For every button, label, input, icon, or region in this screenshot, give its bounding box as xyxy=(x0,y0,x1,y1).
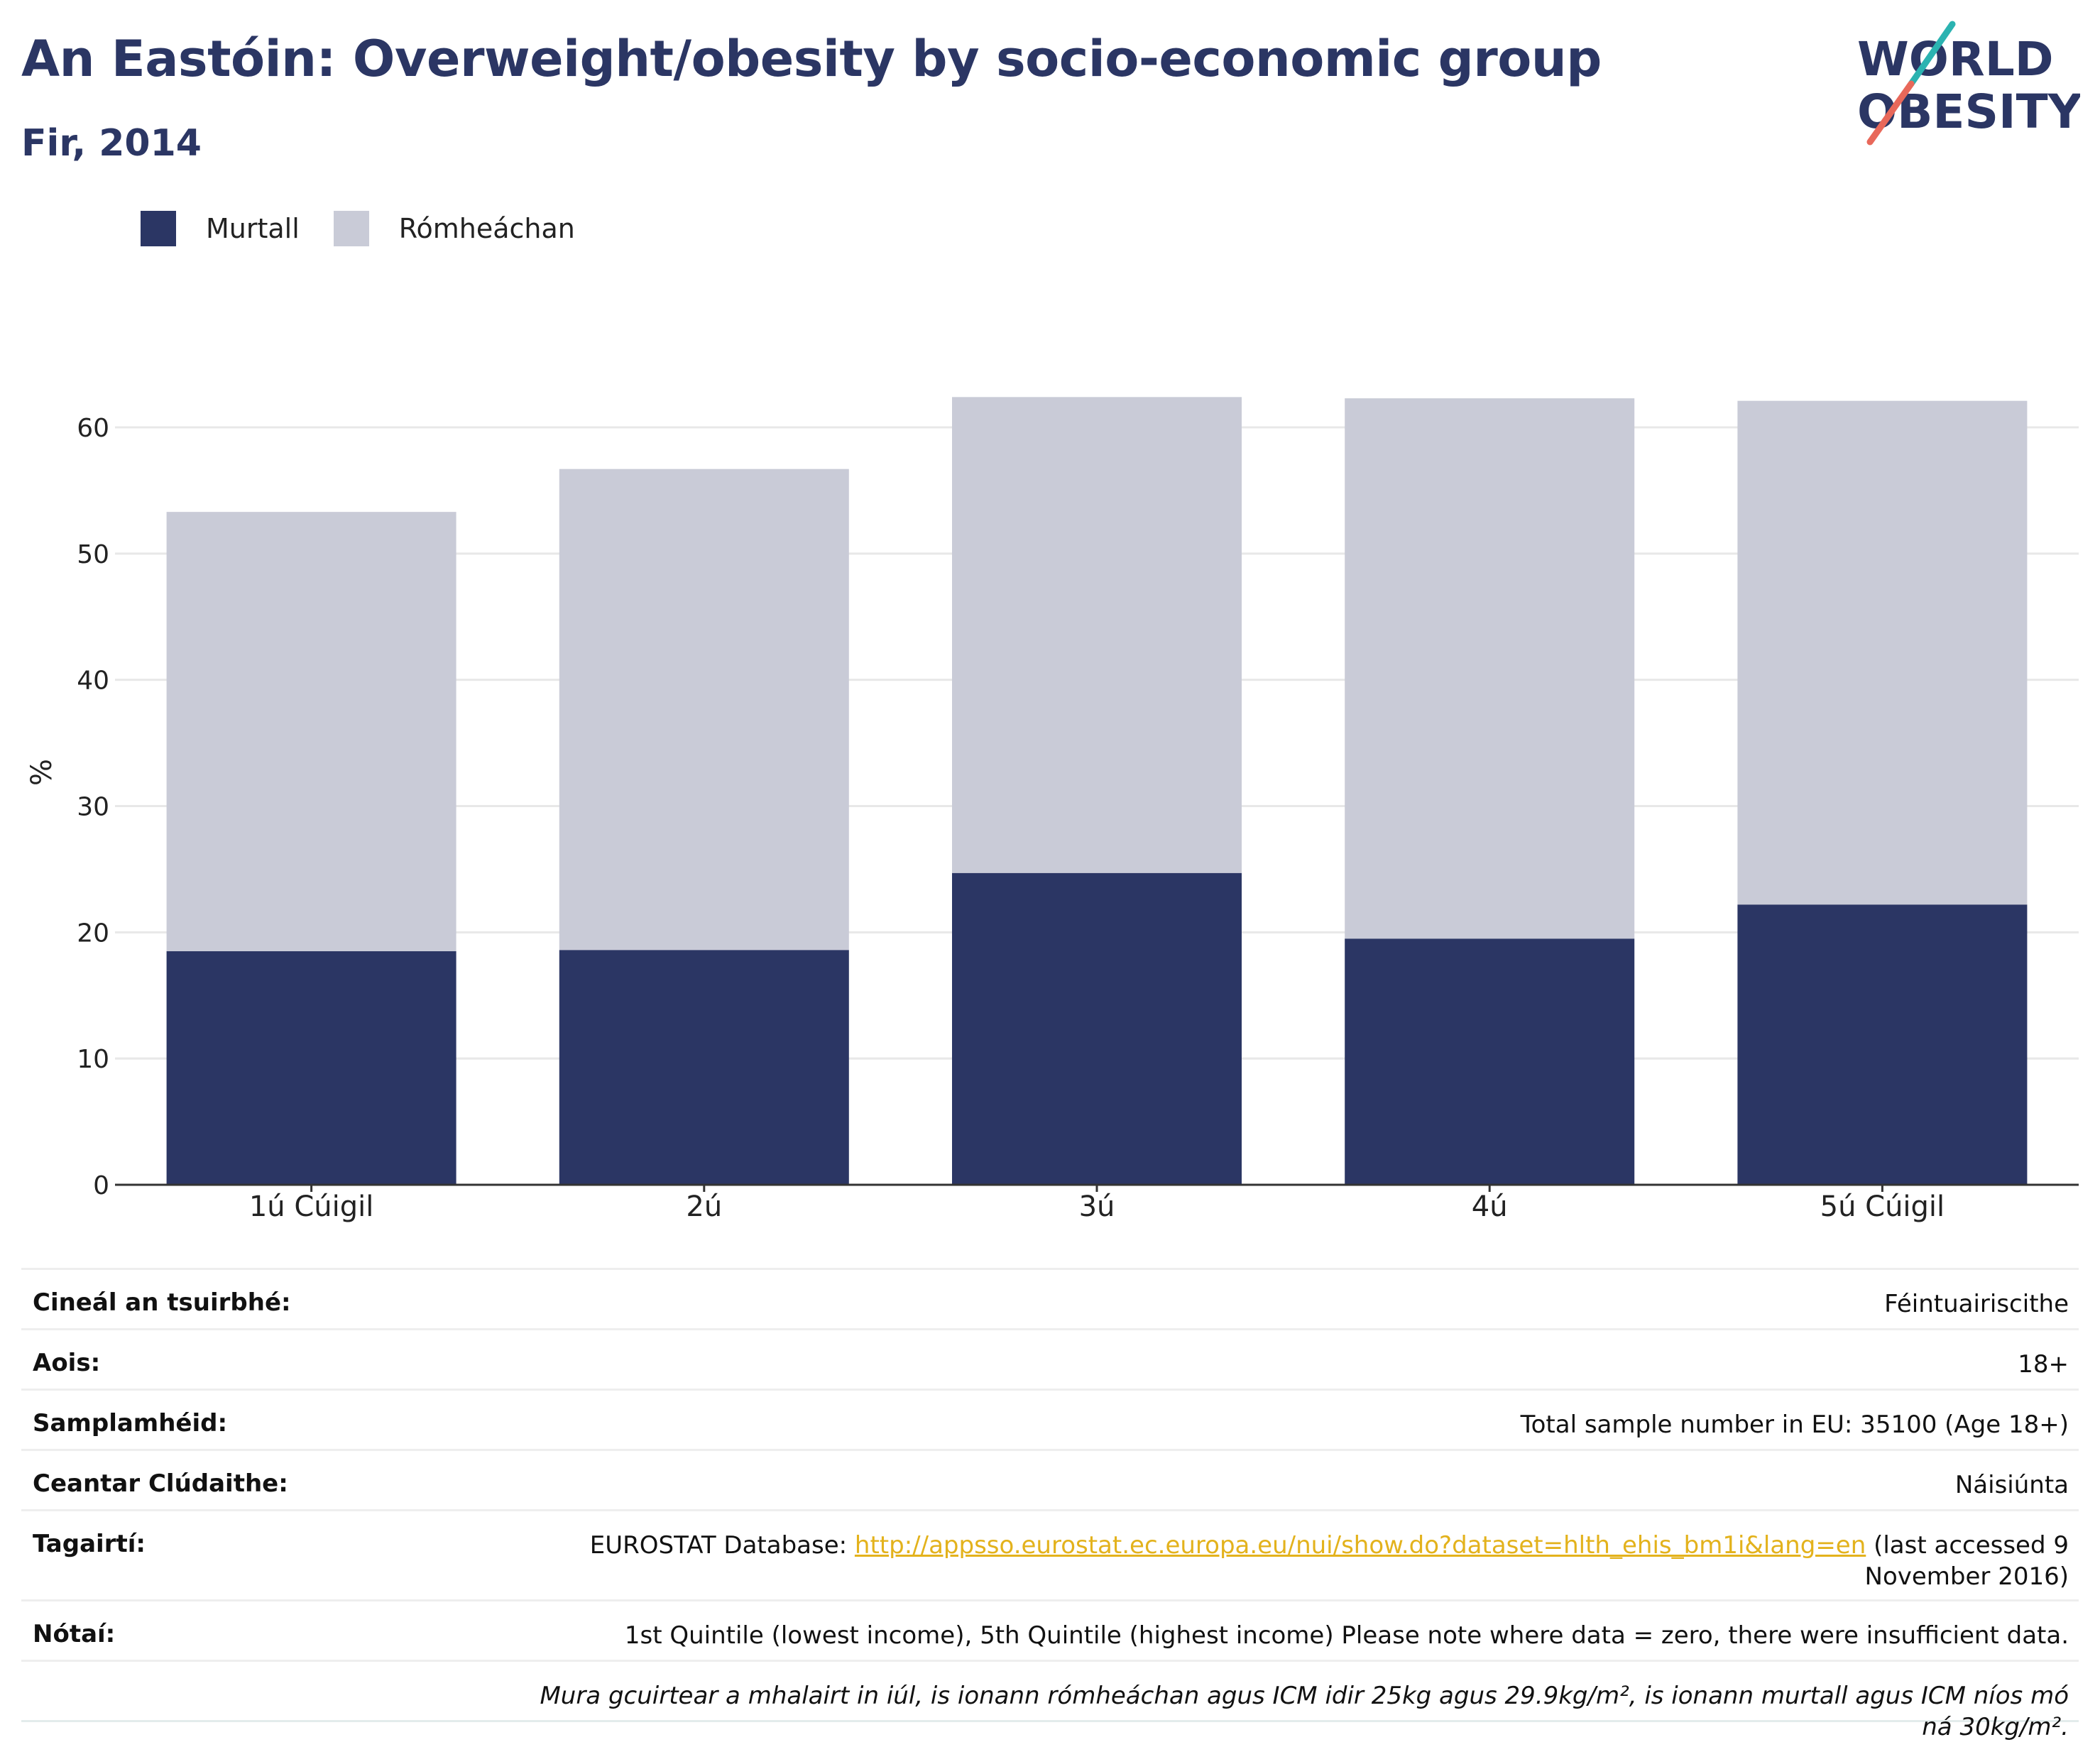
bars xyxy=(166,397,2028,1185)
y-tick-label: 10 xyxy=(77,1045,109,1074)
y-tick-label: 0 xyxy=(93,1171,109,1200)
references-label: Tagairtí: xyxy=(33,1530,146,1558)
legend-label-murtall: Murtall xyxy=(206,213,300,244)
bar-romheachan-3[interactable] xyxy=(952,397,1242,873)
y-tick-label: 30 xyxy=(77,793,109,822)
survey-type-label: Cineál an tsuirbhé: xyxy=(33,1288,291,1317)
legend-label-romheachan: Rómheáchan xyxy=(398,213,575,244)
bar-romheachan-4[interactable] xyxy=(1345,398,1635,939)
x-axis-ticks: 1ú Cúigil 2ú 3ú 4ú 5ú Cúigil xyxy=(249,1185,1945,1223)
notes-value: 1st Quintile (lowest income), 5th Quinti… xyxy=(624,1621,2069,1650)
references-value: EUROSTAT Database: http://appsso.eurosta… xyxy=(507,1530,2069,1592)
logo-line1: WORLD xyxy=(1857,32,2054,87)
y-axis-label: % xyxy=(26,759,58,786)
bar-murtall-5[interactable] xyxy=(1737,904,2028,1185)
info-row-age: Aois: 18+ xyxy=(21,1328,2079,1389)
bar-murtall-1[interactable] xyxy=(166,951,456,1185)
x-tick-label: 2ú xyxy=(686,1190,722,1223)
logo-teal-slash xyxy=(1908,21,1956,87)
area-value: Náisiúnta xyxy=(1954,1471,2069,1499)
info-row-notes: Nótaí: 1st Quintile (lowest income), 5th… xyxy=(21,1599,2079,1660)
stacked-bar-chart: 0 10 20 30 40 50 60 1ú Cúigil 2ú 3ú 4ú 5ú Cúigil % xyxy=(26,397,2079,1223)
y-tick-label: 50 xyxy=(77,540,109,569)
info-table: Cineál an tsuirbhé: Féintuairiscithe Aoi… xyxy=(21,1268,2079,1741)
y-axis-ticks: 0 10 20 30 40 50 60 xyxy=(77,414,109,1200)
world-obesity-logo: WORLD OBESITY xyxy=(1857,21,2080,146)
notes-label: Nótaí: xyxy=(33,1620,116,1648)
y-tick-label: 20 xyxy=(77,919,109,948)
info-row-definition: Mura gcuirtear a mhalairt in iúl, is ion… xyxy=(21,1660,2079,1741)
info-row-area: Ceantar Clúdaithe: Náisiúnta xyxy=(21,1449,2079,1509)
legend-swatch-murtall xyxy=(141,211,176,246)
references-suffix: (last accessed 9 November 2016) xyxy=(1864,1531,2069,1591)
chart-legend: Murtall Rómheáchan xyxy=(141,210,609,247)
eurostat-link[interactable]: http://appsso.eurostat.ec.europa.eu/nui/… xyxy=(854,1531,1866,1560)
sample-size-label: Samplamhéid: xyxy=(33,1409,228,1437)
chart-title: An Eastóin: Overweight/obesity by socio-… xyxy=(21,30,1602,88)
bar-murtall-4[interactable] xyxy=(1345,938,1635,1185)
legend-swatch-romheachan xyxy=(333,211,369,246)
y-tick-label: 60 xyxy=(77,414,109,443)
x-tick-label: 1ú Cúigil xyxy=(249,1190,374,1223)
y-tick-label: 40 xyxy=(77,667,109,696)
logo-coral-slash xyxy=(1866,80,1915,146)
age-label: Aois: xyxy=(33,1349,101,1377)
sample-size-value: Total sample number in EU: 35100 (Age 18… xyxy=(1520,1411,2069,1439)
age-value: 18+ xyxy=(2018,1350,2069,1379)
x-tick-label: 3ú xyxy=(1079,1190,1115,1223)
x-tick-label: 5ú Cúigil xyxy=(1820,1190,1945,1223)
survey-type-value: Féintuairiscithe xyxy=(1884,1290,2069,1318)
chart-subtitle: Fir, 2014 xyxy=(21,122,202,165)
info-row-references: Tagairtí: EUROSTAT Database: http://apps… xyxy=(21,1509,2079,1599)
references-prefix: EUROSTAT Database: xyxy=(589,1531,855,1560)
bar-romheachan-5[interactable] xyxy=(1737,400,2028,905)
legend-item-romheachan[interactable]: Rómheáchan xyxy=(333,211,575,246)
definition-note: Mura gcuirtear a mhalairt in iúl, is ion… xyxy=(540,1682,2069,1741)
legend-item-murtall[interactable]: Murtall xyxy=(141,211,300,246)
info-row-survey-type: Cineál an tsuirbhé: Féintuairiscithe xyxy=(21,1268,2079,1328)
bar-murtall-2[interactable] xyxy=(559,950,849,1185)
area-label: Ceantar Clúdaithe: xyxy=(33,1469,288,1498)
bar-romheachan-2[interactable] xyxy=(559,469,849,951)
info-row-sample-size: Samplamhéid: Total sample number in EU: … xyxy=(21,1389,2079,1449)
bar-romheachan-1[interactable] xyxy=(166,512,456,952)
x-tick-label: 4ú xyxy=(1472,1190,1508,1223)
bar-murtall-3[interactable] xyxy=(952,872,1242,1185)
